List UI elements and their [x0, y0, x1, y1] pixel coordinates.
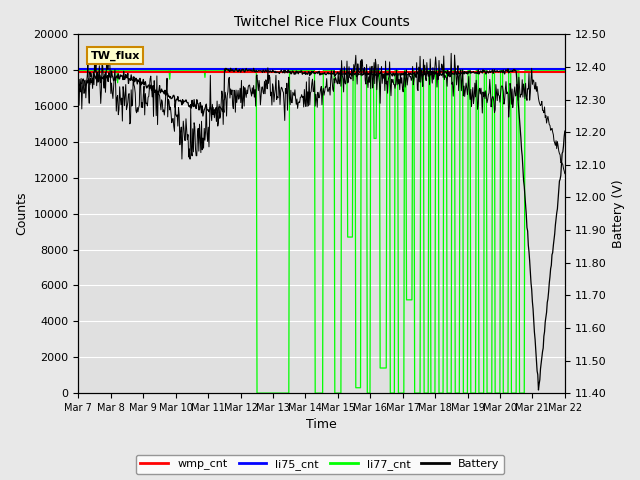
Title: Twitchel Rice Flux Counts: Twitchel Rice Flux Counts	[234, 15, 410, 29]
Y-axis label: Battery (V): Battery (V)	[612, 180, 625, 248]
X-axis label: Time: Time	[307, 419, 337, 432]
Y-axis label: Counts: Counts	[15, 192, 28, 236]
Legend: wmp_cnt, li75_cnt, li77_cnt, Battery: wmp_cnt, li75_cnt, li77_cnt, Battery	[136, 455, 504, 474]
Text: TW_flux: TW_flux	[91, 50, 140, 61]
